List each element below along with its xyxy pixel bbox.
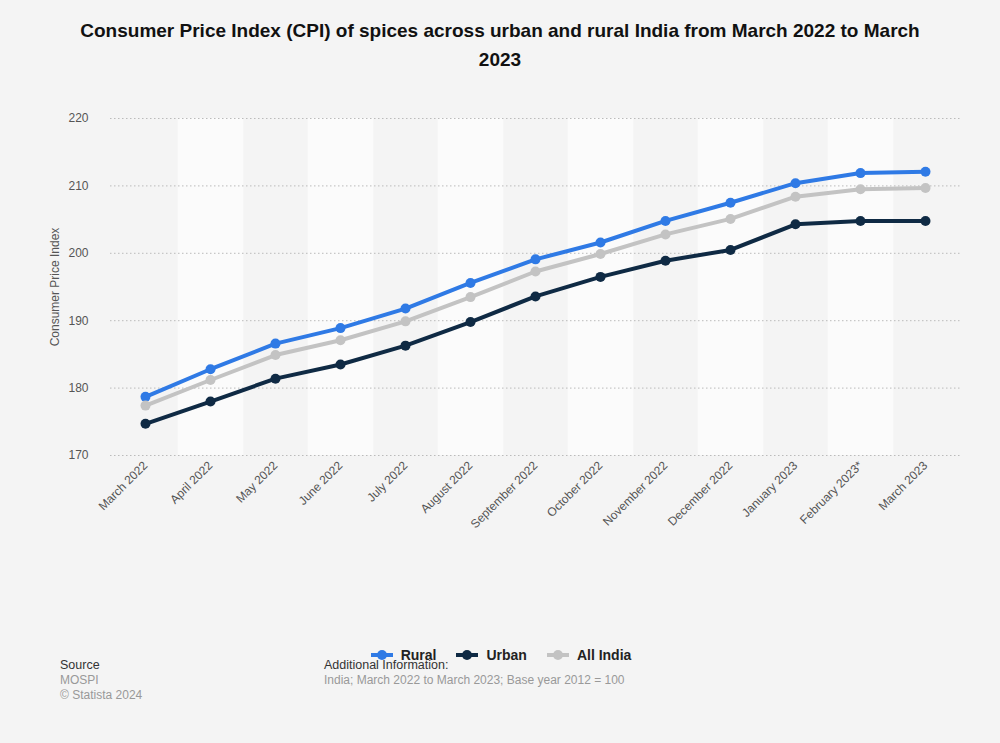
svg-text:180: 180 (68, 381, 88, 395)
svg-text:January 2023: January 2023 (739, 458, 801, 520)
svg-text:April 2022: April 2022 (167, 458, 215, 506)
svg-text:June 2022: June 2022 (296, 458, 346, 508)
html-text:India; March 2022 to March 202: India; March 2022 to March 2023; Base ye… (324, 673, 625, 687)
html-text:© Statista 2024: © Statista 2024 (60, 688, 143, 702)
svg-text:December 2022: December 2022 (665, 458, 736, 529)
svg-text:March 2023: March 2023 (876, 458, 931, 513)
html-text:Urban: Urban (486, 647, 527, 663)
svg-text:May 2022: May 2022 (233, 458, 280, 505)
svg-text:170: 170 (68, 448, 88, 462)
svg-text:March 2022: March 2022 (96, 458, 151, 513)
html-text:Rural: Rural (400, 647, 437, 663)
svg-text:Consumer Price Index: Consumer Price Index (48, 228, 62, 347)
svg-text:190: 190 (68, 314, 88, 328)
html-text:Consumer Price Index (CPI) of: Consumer Price Index (CPI) of spices acr… (80, 20, 920, 70)
svg-text:200: 200 (68, 246, 88, 260)
svg-text:October 2022: October 2022 (544, 458, 606, 520)
svg-text:210: 210 (68, 179, 88, 193)
svg-text:August 2022: August 2022 (418, 458, 476, 516)
html-text:All India: All India (576, 647, 632, 663)
svg-text:220: 220 (68, 111, 88, 125)
svg-text:July 2022: July 2022 (364, 458, 410, 504)
html-text:MOSPI: MOSPI (60, 673, 99, 687)
html-text:Source: Source (60, 658, 100, 672)
svg-text:February 2023*: February 2023* (797, 458, 866, 527)
svg-text:November 2022: November 2022 (600, 458, 671, 529)
svg-text:September 2022: September 2022 (468, 458, 541, 531)
html-text:Additional Information:: Additional Information: (324, 658, 449, 672)
